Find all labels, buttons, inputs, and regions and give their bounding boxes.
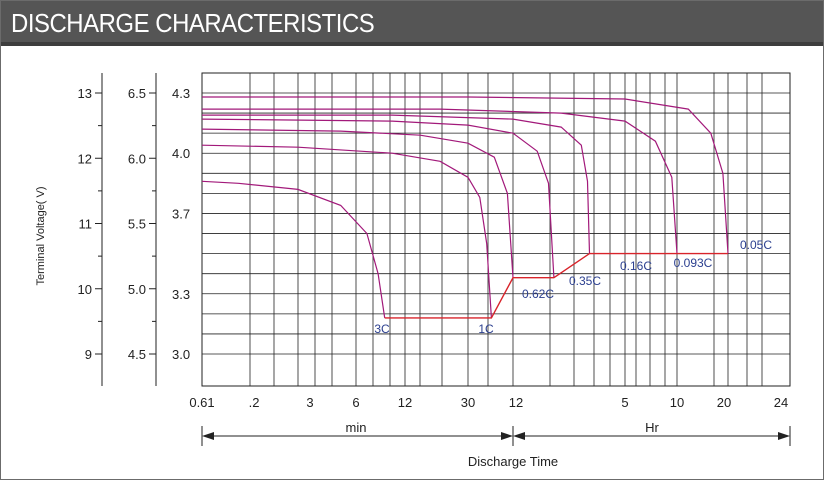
end-voltage-line <box>384 252 728 319</box>
y-tick-label: 6.0 <box>128 151 146 166</box>
y-tick-label: 4.3 <box>172 86 190 101</box>
y-tick-label: 12 <box>78 151 92 166</box>
x-tick-label: 6 <box>352 395 359 410</box>
y-tick-label: 6.5 <box>128 86 146 101</box>
x-tick-label: 12 <box>509 395 523 410</box>
curve-0-35C <box>201 118 555 278</box>
curve-label: 1C <box>478 322 494 336</box>
x-tick-label: 12 <box>398 395 412 410</box>
y-tick-label: 5.0 <box>128 282 146 297</box>
arrowhead-left <box>202 432 214 440</box>
y-axis-label: Terminal Voltage( V) <box>35 186 47 285</box>
y-tick-label: 11 <box>79 217 93 232</box>
arrowhead-mid-right <box>513 432 525 440</box>
curve-label: 0.05C <box>740 238 772 252</box>
curve-3C <box>201 180 386 318</box>
x-tick-label: 5 <box>621 395 628 410</box>
x-tick-label: .2 <box>249 395 260 410</box>
arrowhead-right <box>778 432 790 440</box>
discharge-curves <box>201 96 729 318</box>
y-tick-label: 5.5 <box>128 217 146 232</box>
x-axis-label: Discharge Time <box>468 454 558 469</box>
chart-title: DISCHARGE CHARACTERISTICS <box>11 8 375 38</box>
y-tick-label: 4.5 <box>128 347 146 362</box>
title-bar: DISCHARGE CHARACTERISTICS <box>1 1 823 46</box>
y-tick-label: 4.0 <box>172 146 190 161</box>
x-axis: 0.61 .2 3 6 12 30 12 5 10 20 24 <box>189 395 791 446</box>
x-unit-hr: Hr <box>645 420 659 435</box>
curve-labels: 3C 1C 0.62C 0.35C 0.16C 0.093C 0.05C <box>374 238 772 336</box>
x-unit-min: min <box>346 420 367 435</box>
y-tick-label: 13 <box>78 86 92 101</box>
curve-label: 0.62C <box>522 287 554 301</box>
y-axes: 13 12 11 10 9 6.5 6.0 5.5 5.0 4.5 4.3 4.0 3.7 3.3 3.0 <box>78 73 190 386</box>
curve-1C <box>201 144 492 318</box>
y-tick-label: 3.3 <box>172 287 190 302</box>
y-tick-label: 3.7 <box>172 206 190 221</box>
end-voltage-line-group <box>384 252 728 319</box>
y-tick-label: 10 <box>78 282 92 297</box>
x-tick-label: 24 <box>774 395 788 410</box>
arrowhead-mid-left <box>501 432 513 440</box>
curve-label: 0.16C <box>620 259 652 273</box>
curve-label: 0.093C <box>674 256 713 270</box>
curve-0-093C <box>202 108 678 254</box>
x-tick-label: 10 <box>670 395 684 410</box>
y-tick-label: 3.0 <box>172 347 190 362</box>
curve-label: 3C <box>374 322 390 336</box>
curve-0-05C <box>202 96 729 254</box>
title-underline <box>1 42 823 46</box>
x-tick-label: 3 <box>306 395 313 410</box>
x-tick-label: 20 <box>717 395 731 410</box>
x-tick-label: 30 <box>461 395 475 410</box>
curve-0-62C <box>201 128 514 278</box>
curve-label: 0.35C <box>569 274 601 288</box>
curve-0-16C <box>202 114 591 254</box>
x-tick-label: 0.61 <box>189 395 214 410</box>
y-tick-label: 9 <box>85 347 92 362</box>
